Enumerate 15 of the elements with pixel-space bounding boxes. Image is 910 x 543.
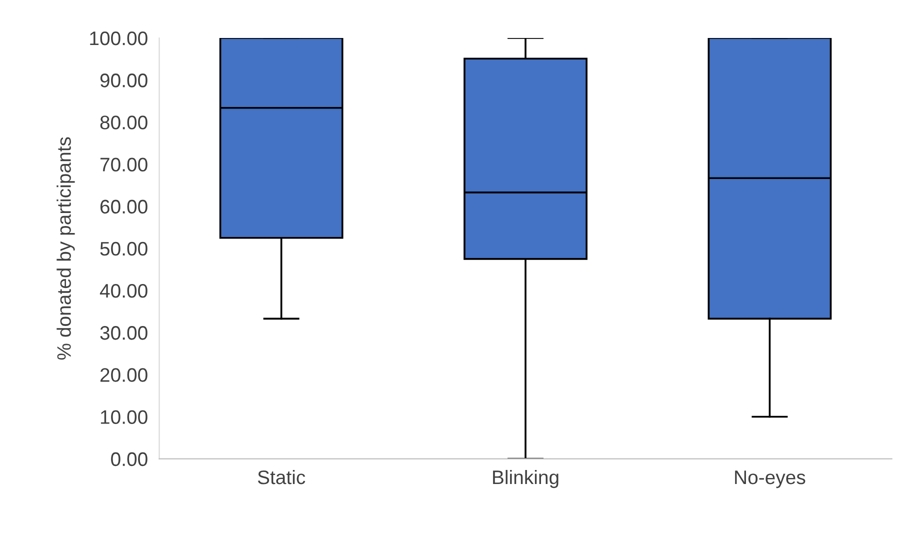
y-tick-label: 30.00: [100, 326, 148, 340]
y-tick-label: 0.00: [111, 452, 148, 466]
y-tick-label: 40.00: [100, 284, 148, 298]
y-tick-label: 80.00: [100, 116, 148, 130]
y-tick-label: 20.00: [100, 368, 148, 382]
y-tick-label: 10.00: [100, 410, 148, 424]
x-tick-label: Blinking: [493, 470, 558, 488]
x-tick-label: Static: [258, 470, 306, 484]
y-tick-label: 100.00: [90, 31, 148, 46]
y-tick-label: 90.00: [100, 74, 148, 88]
y-tick-label: 50.00: [100, 242, 148, 256]
y-axis-title: % donated by participants: [56, 137, 75, 360]
x-tick-label: No-eyes: [735, 470, 806, 488]
y-tick-label: 70.00: [100, 158, 148, 172]
y-tick-label: 60.00: [100, 200, 148, 214]
